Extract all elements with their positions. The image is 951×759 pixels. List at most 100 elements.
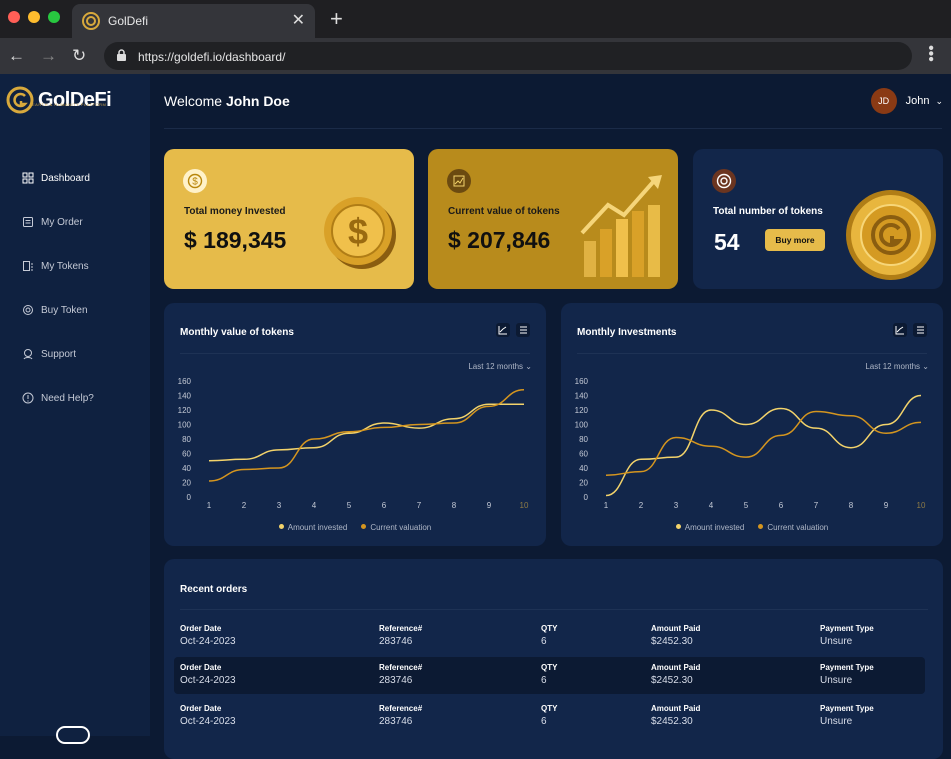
new-tab-icon[interactable]: + xyxy=(330,6,343,31)
theme-toggle[interactable] xyxy=(56,726,90,744)
y-tick-label: 140 xyxy=(575,392,589,401)
y-tick-label: 40 xyxy=(182,464,191,473)
y-tick-label: 40 xyxy=(579,464,588,473)
x-tick-label: 1 xyxy=(604,501,609,510)
card-label: Total money Invested xyxy=(184,206,286,217)
sidebar-item-dashboard[interactable]: Dashboard xyxy=(22,156,94,200)
column-header: Payment Type xyxy=(820,624,874,633)
column-header: Reference# xyxy=(379,704,423,713)
browser-nav-bar: ← → ↻ https://goldefi.io/dashboard/ ••• xyxy=(0,38,951,74)
y-tick-label: 120 xyxy=(575,406,589,415)
table-cell: QTY 6 xyxy=(541,663,557,686)
back-icon[interactable]: ← xyxy=(8,46,25,65)
header-divider xyxy=(164,128,942,129)
gold-bar-chart-icon xyxy=(580,175,662,277)
table-cell: Order Date Oct-24-2023 xyxy=(180,663,236,686)
table-cell: Payment Type Unsure xyxy=(820,624,874,647)
forward-icon[interactable]: → xyxy=(40,46,57,65)
sidebar-item-label: My Tokens xyxy=(41,260,89,272)
logo[interactable]: GolDeFi xyxy=(6,86,112,114)
x-tick-label: 5 xyxy=(744,501,749,510)
goldefi-coin-icon xyxy=(846,190,936,280)
table-cell: Amount Paid $2452.30 xyxy=(651,663,700,686)
table-row[interactable]: Order Date Oct-24-2023 Reference# 283746 QTY… xyxy=(174,657,925,694)
panel-divider xyxy=(180,353,530,354)
account-name: John xyxy=(905,95,930,107)
y-tick-label: 0 xyxy=(584,493,589,502)
sidebar-item-need-help[interactable]: Need Help? xyxy=(22,376,94,420)
column-header: Order Date xyxy=(180,663,222,672)
table-row[interactable]: Order Date Oct-24-2023 Reference# 283746 QTY… xyxy=(174,698,925,735)
buy-more-button[interactable]: Buy more xyxy=(765,229,825,251)
line-chart-view-icon[interactable] xyxy=(496,323,510,337)
sidebar-menu: Dashboard My Order My Tokens Buy Token xyxy=(22,156,94,420)
info-icon xyxy=(22,392,34,404)
x-tick-label: 10 xyxy=(520,501,529,510)
cell-value: $2452.30 xyxy=(651,636,693,647)
x-tick-label: 4 xyxy=(312,501,317,510)
table-cell: Reference# 283746 xyxy=(379,663,422,686)
legend-item: Current valuation xyxy=(758,523,828,532)
minimize-window-button[interactable] xyxy=(28,11,40,23)
y-tick-label: 60 xyxy=(579,450,588,459)
list-view-icon[interactable] xyxy=(516,323,530,337)
sidebar-item-label: Support xyxy=(41,348,77,360)
table-cell: Payment Type Unsure xyxy=(820,663,874,686)
close-window-button[interactable] xyxy=(8,11,20,23)
line-chart-view-icon[interactable] xyxy=(893,323,907,337)
column-header: Amount Paid xyxy=(651,624,701,633)
y-tick-label: 0 xyxy=(187,493,192,502)
x-tick-label: 2 xyxy=(242,501,247,510)
sidebar-item-my-order[interactable]: My Order xyxy=(22,200,94,244)
address-bar[interactable]: https://goldefi.io/dashboard/ xyxy=(104,42,912,70)
range-select[interactable]: Last 12 months ⌄ xyxy=(865,362,929,371)
line-chart: 0 20 40 60 80 100 120 140 160 1 2 3 4 5 6 7 8 9 10 xyxy=(178,377,529,510)
sidebar-item-buy-token[interactable]: Buy Token xyxy=(22,288,94,332)
column-header: Payment Type xyxy=(820,704,874,713)
cell-value: Oct-24-2023 xyxy=(180,675,236,686)
chevron-down-icon: ⌄ xyxy=(922,362,929,371)
maximize-window-button[interactable] xyxy=(48,11,60,23)
user-name: John Doe xyxy=(225,93,290,109)
x-tick-label: 2 xyxy=(639,501,644,510)
table-row[interactable]: Order Date Oct-24-2023 Reference# 283746 QTY… xyxy=(174,618,925,655)
sidebar-item-my-tokens[interactable]: My Tokens xyxy=(22,244,94,288)
y-tick-label: 140 xyxy=(178,392,192,401)
gold-coin-icon: $ xyxy=(324,197,396,269)
browser-tab[interactable]: GolDefi ✕ xyxy=(72,4,315,38)
logo-subtitle: EARTH & HUMANITY PLATFORM xyxy=(32,102,107,107)
range-label: Last 12 months xyxy=(865,362,921,371)
main-content: Welcome John Doe JD John ⌄ $ Total money… xyxy=(150,74,951,759)
range-select[interactable]: Last 12 months ⌄ xyxy=(468,362,532,371)
tokens-icon xyxy=(23,261,33,271)
column-header: Payment Type xyxy=(820,663,874,672)
sidebar-item-support[interactable]: Support xyxy=(22,332,94,376)
dollar-icon: $ xyxy=(183,169,207,193)
y-tick-label: 80 xyxy=(182,435,191,444)
browser-tab-bar: GolDefi ✕ + xyxy=(0,0,951,38)
cell-value: 6 xyxy=(541,675,547,686)
sidebar-item-label: Need Help? xyxy=(41,392,94,404)
user-menu[interactable]: JD John ⌄ xyxy=(870,88,943,114)
series-line-current-valuation xyxy=(605,410,922,476)
x-tick-label: 7 xyxy=(814,501,819,510)
table-cell: QTY 6 xyxy=(541,704,557,727)
list-view-icon[interactable] xyxy=(913,323,927,337)
table-cell: Order Date Oct-24-2023 xyxy=(180,624,236,647)
y-tick-label: 20 xyxy=(579,479,588,488)
token-icon xyxy=(712,169,736,193)
chevron-down-icon: ⌄ xyxy=(935,95,943,106)
panel-divider xyxy=(180,609,928,610)
card-current-value: Current value of tokens $ 207,846 xyxy=(428,149,678,289)
column-header: Amount Paid xyxy=(651,663,701,672)
lock-icon xyxy=(117,49,126,61)
close-tab-icon[interactable]: ✕ xyxy=(291,12,305,29)
column-header: QTY xyxy=(541,624,558,633)
welcome-text: Welcome xyxy=(164,93,223,109)
reload-icon[interactable]: ↻ xyxy=(72,46,87,65)
cell-value: 6 xyxy=(541,636,547,647)
chevron-down-icon: ⌄ xyxy=(525,362,532,371)
buy-token-icon xyxy=(23,305,33,315)
chart-panel-monthly-investments: Monthly Investments Last 12 months ⌄ 0 20… xyxy=(561,303,943,546)
browser-menu-icon[interactable]: ••• xyxy=(922,45,939,62)
